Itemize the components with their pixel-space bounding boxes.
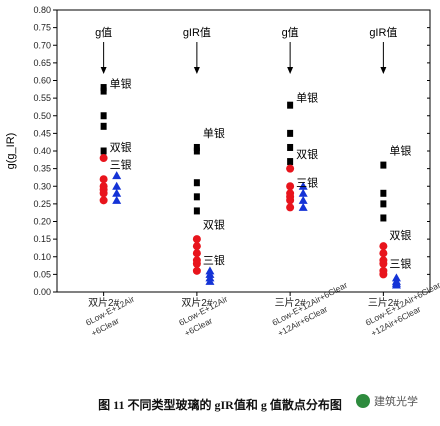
square-marker	[193, 207, 200, 215]
square-marker	[100, 84, 107, 92]
circle-marker	[192, 249, 201, 258]
circle-marker	[379, 249, 388, 258]
arrow-head	[193, 67, 200, 74]
circle-marker	[192, 259, 201, 268]
triangle-marker	[112, 195, 122, 204]
circle-marker	[379, 259, 388, 268]
series-annotation: 双银	[203, 218, 225, 232]
series-annotation: 单银	[296, 91, 318, 105]
square-marker	[287, 143, 294, 151]
arrow-head	[100, 67, 107, 74]
circle-marker	[286, 203, 295, 212]
triangle-marker	[391, 280, 401, 289]
circle-marker	[99, 154, 108, 163]
square-marker	[380, 200, 387, 208]
series-annotation: 双银	[389, 228, 411, 242]
series-annotation: 双银	[110, 140, 132, 154]
series-annotation: 三银	[203, 253, 225, 267]
series-annotation: 单银	[203, 126, 225, 140]
watermark-text: 建筑光学	[374, 396, 418, 408]
y-tick-label: 0.55	[33, 93, 51, 103]
y-tick-label: 0.05	[33, 269, 51, 279]
y-tick-label: 0.40	[33, 146, 51, 156]
square-marker	[193, 147, 200, 155]
y-tick-label: 0.60	[33, 76, 51, 86]
circle-marker	[192, 242, 201, 251]
square-marker	[287, 158, 294, 166]
circle-marker	[286, 196, 295, 205]
triangle-marker	[205, 276, 215, 285]
y-tick-label: 0.45	[33, 128, 51, 138]
y-tick-label: 0.15	[33, 234, 51, 244]
y-tick-label: 0.75	[33, 23, 51, 33]
triangle-marker	[112, 188, 122, 197]
square-marker	[193, 193, 200, 201]
circle-marker	[192, 266, 201, 275]
square-marker	[287, 101, 294, 109]
top-label: g值	[282, 26, 299, 39]
y-tick-label: 0.20	[33, 217, 51, 227]
circle-marker	[99, 196, 108, 205]
x-category-label: 三片2#	[368, 296, 400, 309]
y-tick-label: 0.80	[33, 5, 51, 15]
square-marker	[100, 122, 107, 130]
square-marker	[193, 143, 200, 151]
triangle-marker	[298, 188, 308, 197]
circle-marker	[99, 189, 108, 198]
wechat-logo-icon	[356, 394, 370, 408]
y-tick-label: 0.50	[33, 111, 51, 121]
circle-marker	[286, 164, 295, 173]
series-annotation: 三银	[389, 256, 411, 270]
circle-marker	[379, 270, 388, 279]
x-category-label: 双片2#	[181, 296, 213, 309]
square-marker	[100, 112, 107, 120]
circle-marker	[99, 175, 108, 184]
series-annotation: 双银	[296, 147, 318, 161]
arrow-head	[380, 67, 387, 74]
square-marker	[380, 161, 387, 169]
top-label: gIR值	[183, 26, 211, 39]
y-tick-label: 0.65	[33, 58, 51, 68]
arrow-head	[287, 67, 294, 74]
triangle-marker	[298, 181, 308, 190]
series-annotation: 单银	[110, 77, 132, 91]
y-tick-label: 0.70	[33, 40, 51, 50]
circle-marker	[286, 182, 295, 191]
triangle-marker	[112, 171, 122, 180]
square-marker	[287, 129, 294, 137]
triangle-marker	[298, 202, 308, 211]
circle-marker	[192, 235, 201, 244]
y-axis-label: g(g_IR)	[5, 133, 17, 170]
square-marker	[380, 189, 387, 197]
square-marker	[100, 147, 107, 155]
square-marker	[100, 87, 107, 95]
y-tick-label: 0.10	[33, 252, 51, 262]
series-annotation: 三银	[110, 158, 132, 172]
triangle-marker	[112, 181, 122, 190]
top-label: g值	[95, 26, 112, 39]
y-tick-label: 0.00	[33, 287, 51, 297]
watermark: 建筑光学	[356, 393, 418, 409]
series-annotation: 三银	[296, 175, 318, 189]
circle-marker	[379, 242, 388, 251]
series-annotation: 单银	[389, 144, 411, 158]
y-tick-label: 0.30	[33, 181, 51, 191]
square-marker	[193, 179, 200, 187]
square-marker	[380, 214, 387, 222]
triangle-marker	[298, 195, 308, 204]
y-tick-label: 0.25	[33, 199, 51, 209]
x-category-label: 双片2#	[88, 296, 120, 309]
y-tick-label: 0.35	[33, 164, 51, 174]
top-label: gIR值	[369, 26, 397, 39]
x-category-label: 三片2#	[275, 296, 307, 309]
figure-caption: 图 11 不同类型玻璃的 gIR值和 g 值散点分布图	[98, 398, 342, 412]
